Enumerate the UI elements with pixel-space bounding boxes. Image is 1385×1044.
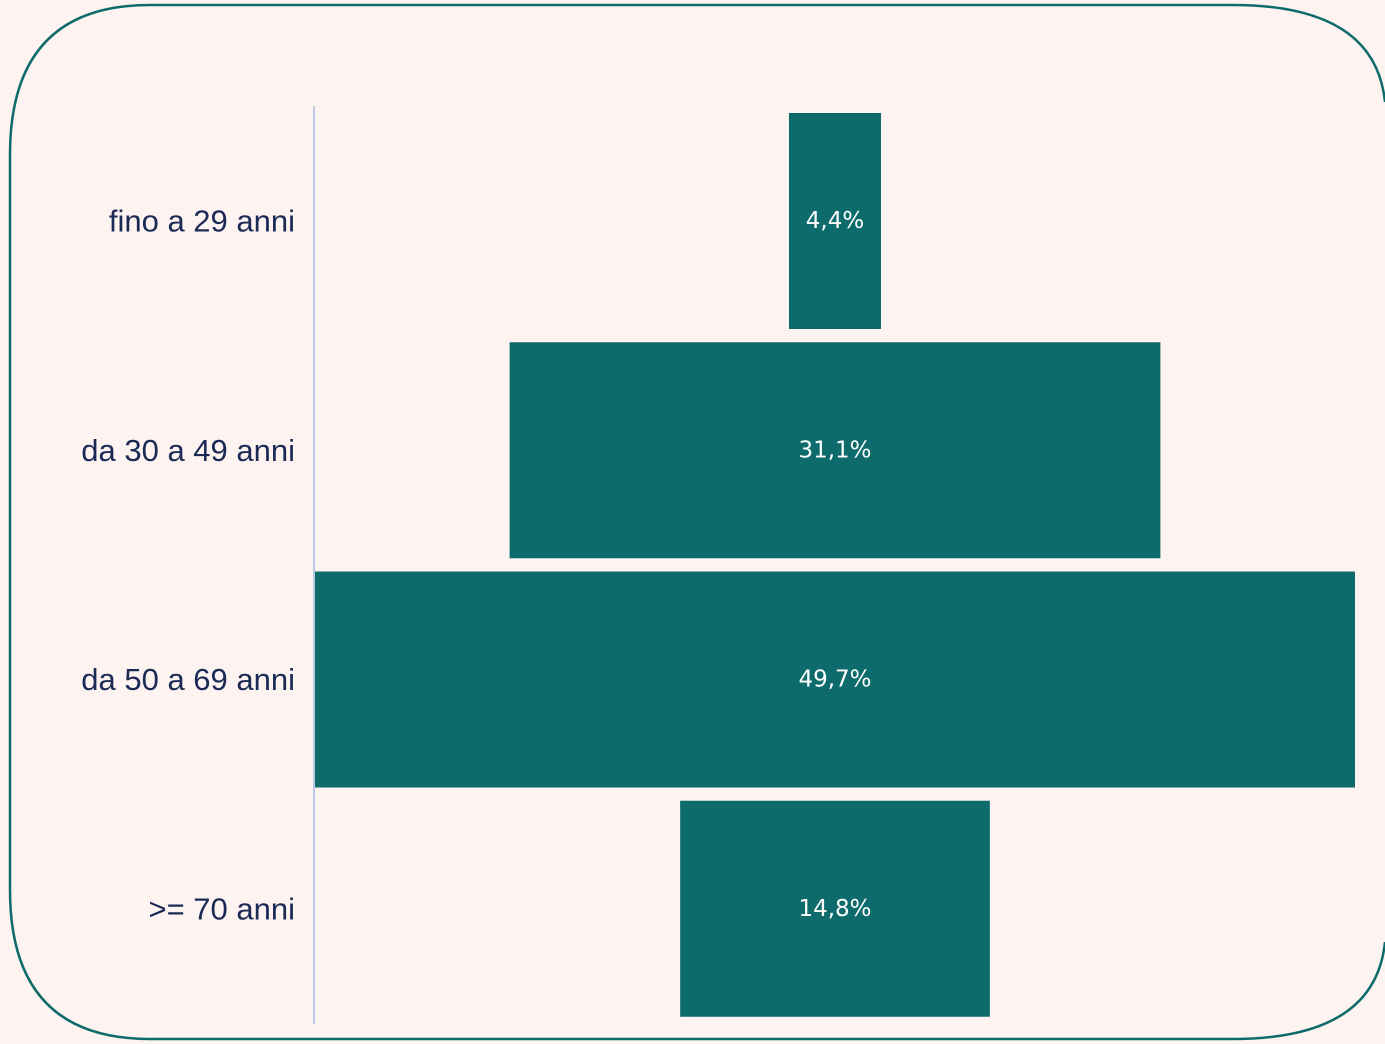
category-label-3: >= 70 anni <box>148 891 295 926</box>
value-label-2: 49,7% <box>798 667 871 693</box>
category-label-1: da 30 a 49 anni <box>81 433 295 468</box>
value-label-3: 14,8% <box>798 896 871 922</box>
bars-group <box>315 113 1355 1017</box>
category-label-0: fino a 29 anni <box>109 204 295 239</box>
bar-1 <box>509 342 1161 559</box>
category-labels: fino a 29 anni da 30 a 49 anni da 50 a 69 … <box>81 204 295 927</box>
bar-2 <box>315 571 1355 788</box>
bar-0 <box>788 113 882 329</box>
value-label-1: 31,1% <box>798 437 871 463</box>
bar-3 <box>680 800 990 1017</box>
value-label-0: 4,4% <box>806 208 864 234</box>
value-labels: 4,4% 31,1% 49,7% 14,8% <box>798 208 871 922</box>
rounded-border <box>8 3 1385 1041</box>
category-label-2: da 50 a 69 anni <box>81 662 295 697</box>
